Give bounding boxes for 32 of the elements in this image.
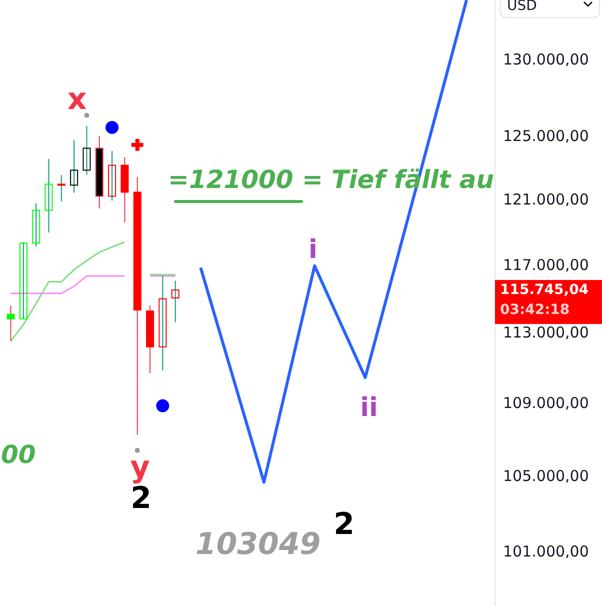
point bbox=[156, 399, 170, 412]
annotation: 103049 bbox=[195, 527, 321, 562]
y-tick-label: 130.000,00 bbox=[503, 50, 589, 68]
y-tick-label: 121.000,00 bbox=[503, 190, 589, 208]
annotation: 00 bbox=[1, 440, 36, 469]
text: 03:42:18 bbox=[500, 302, 570, 318]
point bbox=[131, 138, 144, 151]
point bbox=[106, 120, 119, 134]
candlestick bbox=[171, 280, 180, 323]
candlestick bbox=[70, 140, 78, 194]
candlestick bbox=[108, 150, 116, 202]
point bbox=[134, 448, 140, 453]
y-tick-label: 125.000,00 bbox=[503, 126, 589, 145]
annotation: x bbox=[67, 82, 87, 117]
candlestick bbox=[19, 242, 28, 320]
candlestick bbox=[57, 174, 66, 202]
text: 115.745,04 bbox=[500, 282, 589, 298]
annotation: 2 bbox=[334, 507, 354, 542]
point bbox=[84, 112, 90, 118]
annotation: y bbox=[130, 450, 150, 485]
candlestick bbox=[82, 125, 91, 176]
candlestick bbox=[44, 158, 53, 233]
candlestick bbox=[158, 276, 167, 371]
candlestick bbox=[6, 305, 15, 342]
annotation: i bbox=[308, 235, 318, 265]
annotation: ii bbox=[360, 393, 378, 423]
candlestick bbox=[32, 202, 40, 247]
y-tick-label: 105.000,00 bbox=[503, 466, 589, 485]
y-tick-label: 109.000,00 bbox=[503, 394, 589, 412]
y-tick-label: 117.000,00 bbox=[503, 256, 589, 274]
y-tick-label: 101.000,00 bbox=[503, 542, 589, 561]
y-tick-label: 113.000,00 bbox=[503, 324, 589, 342]
